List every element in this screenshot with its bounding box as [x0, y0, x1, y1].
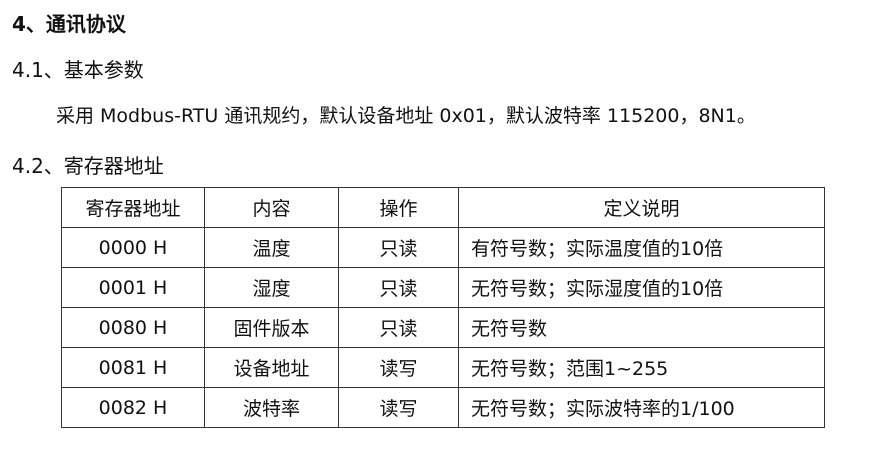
- basic-params-text: 采用 Modbus-RTU 通讯规约，默认设备地址 0x01，默认波特率 115…: [56, 105, 756, 127]
- content-cell: 固件版本: [204, 307, 339, 348]
- header-cell: 操作: [338, 187, 459, 228]
- content-cell: 波特率: [204, 387, 339, 428]
- header-cell: 内容: [204, 187, 339, 228]
- address-cell: 0000 H: [61, 227, 205, 268]
- register-table: 寄存器地址 内容 操作 定义说明 0000 H 温度 只读 有符号数；实际温度值…: [61, 187, 825, 428]
- address-cell: 0001 H: [61, 267, 205, 308]
- definition-cell: 无符号数；范围1~255: [458, 347, 825, 388]
- header-cell: 定义说明: [458, 187, 825, 228]
- operation-cell: 只读: [338, 267, 459, 308]
- address-cell: 0081 H: [61, 347, 205, 388]
- table-row: 0001 H 湿度 只读 无符号数；实际湿度值的10倍: [61, 267, 825, 308]
- definition-cell: 无符号数；实际湿度值的10倍: [458, 267, 825, 308]
- section-title: 4、通讯协议: [12, 12, 126, 36]
- definition-cell: 无符号数；实际波特率的1/100: [458, 387, 825, 428]
- operation-cell: 读写: [338, 387, 459, 428]
- table-row: 0081 H 设备地址 读写 无符号数；范围1~255: [61, 347, 825, 388]
- operation-cell: 只读: [338, 227, 459, 268]
- address-cell: 0080 H: [61, 307, 205, 348]
- table-row: 0000 H 温度 只读 有符号数；实际温度值的10倍: [61, 227, 825, 268]
- subsection-title-register-address: 4.2、寄存器地址: [12, 154, 164, 178]
- content-cell: 设备地址: [204, 347, 339, 388]
- operation-cell: 读写: [338, 347, 459, 388]
- address-cell: 0082 H: [61, 387, 205, 428]
- content-cell: 温度: [204, 227, 339, 268]
- definition-cell: 无符号数: [458, 307, 825, 348]
- table-row: 0080 H 固件版本 只读 无符号数: [61, 307, 825, 348]
- subsection-title-basic-params: 4.1、基本参数: [12, 58, 144, 82]
- operation-cell: 只读: [338, 307, 459, 348]
- definition-cell: 有符号数；实际温度值的10倍: [458, 227, 825, 268]
- table-header-row: 寄存器地址 内容 操作 定义说明: [61, 187, 825, 228]
- content-cell: 湿度: [204, 267, 339, 308]
- header-cell: 寄存器地址: [61, 187, 205, 228]
- table-row: 0082 H 波特率 读写 无符号数；实际波特率的1/100: [61, 387, 825, 428]
